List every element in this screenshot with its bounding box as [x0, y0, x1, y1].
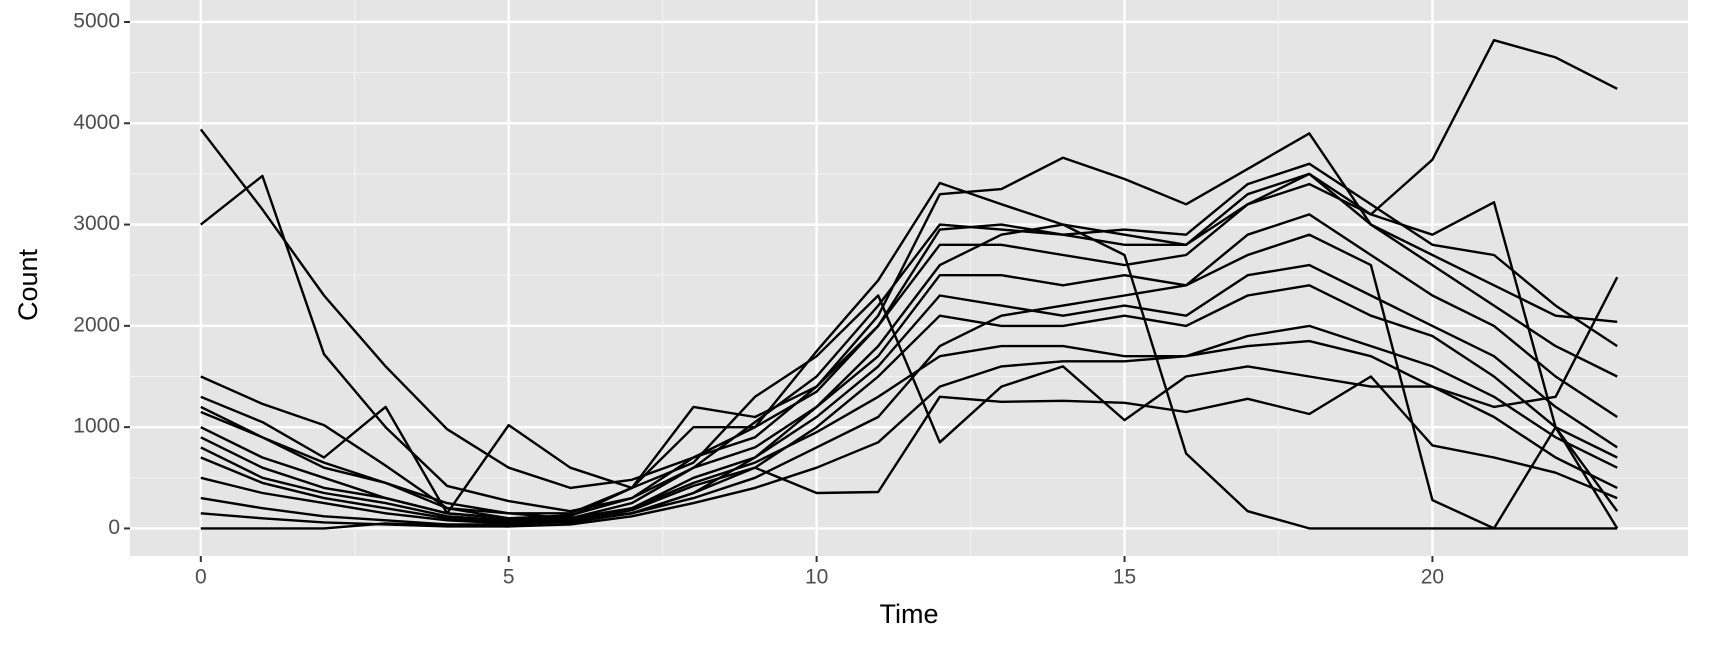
series-line	[200, 132, 1618, 520]
x-tick-label: 0	[195, 566, 207, 589]
series-line	[200, 263, 1618, 520]
x-tick-label: 5	[503, 566, 515, 589]
series-line	[200, 213, 1618, 522]
series-line	[200, 276, 1619, 515]
y-axis-title: Count	[13, 248, 43, 321]
x-tick-label: 15	[1113, 566, 1136, 589]
series-line	[199, 39, 1618, 490]
series-line	[200, 375, 1618, 525]
x-tick-label: 10	[805, 566, 828, 589]
series-line	[200, 324, 1618, 526]
x-tick-label: 20	[1421, 566, 1444, 589]
y-tick-label: 5000	[73, 10, 120, 33]
y-tick-label: 1000	[73, 415, 120, 438]
y-tick-label: 2000	[73, 313, 120, 336]
y-tick-label: 0	[108, 516, 120, 539]
y-tick-label: 3000	[73, 212, 120, 235]
x-axis-title: Time	[880, 599, 939, 629]
series-line	[200, 172, 1618, 513]
series-line	[200, 284, 1618, 524]
series-line	[200, 162, 1618, 515]
y-tick-label: 4000	[73, 111, 120, 134]
series-line	[200, 339, 1618, 528]
